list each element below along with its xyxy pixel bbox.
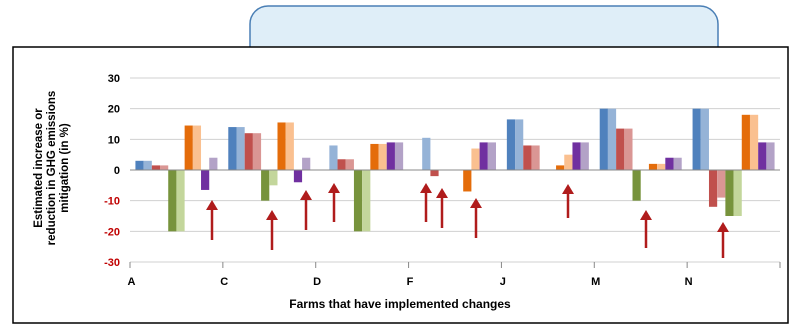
- bar: [228, 127, 237, 170]
- bar: [657, 163, 666, 170]
- bar: [749, 114, 759, 170]
- x-category-label: F: [407, 276, 414, 288]
- bar: [692, 108, 701, 170]
- x-axis-label: Farms that have implemented changes: [289, 297, 511, 311]
- bar: [599, 108, 608, 170]
- y-tick-label: -10: [104, 196, 120, 208]
- bar: [370, 143, 379, 170]
- bar: [337, 159, 346, 170]
- bar: [531, 145, 540, 170]
- bar: [673, 157, 682, 170]
- bar: [252, 133, 262, 170]
- bar: [556, 165, 565, 170]
- y-axis-label: Estimated increase orreduction in GHG em…: [33, 91, 71, 246]
- bar: [741, 114, 750, 170]
- bar: [479, 142, 488, 170]
- arrow-annotation: [436, 188, 448, 228]
- bar: [160, 165, 169, 170]
- bar: [515, 119, 524, 170]
- bar: [523, 145, 532, 170]
- arrow-annotation: [300, 190, 312, 230]
- bar: [665, 157, 674, 170]
- gridlines: [129, 77, 781, 268]
- x-category-label: D: [313, 276, 321, 288]
- chart-frame: [12, 46, 789, 324]
- x-category-label: A: [127, 276, 135, 288]
- bar: [209, 157, 218, 170]
- bar: [329, 145, 338, 170]
- bar: [624, 128, 633, 170]
- bar: [293, 170, 303, 183]
- bar: [184, 125, 193, 170]
- arrow-annotation: [717, 222, 729, 258]
- bar: [151, 165, 161, 170]
- bar: [176, 170, 185, 232]
- bar: [362, 170, 371, 232]
- bar: [632, 170, 641, 201]
- bar: [733, 170, 742, 216]
- y-tick-label: 0: [114, 165, 120, 177]
- y-tick-label: -30: [104, 257, 120, 269]
- bar: [378, 143, 387, 170]
- x-category-label: C: [220, 276, 228, 288]
- y-axis-label-line: Estimated increase or: [33, 108, 45, 228]
- arrow-annotation: [420, 183, 432, 222]
- x-category-label: M: [591, 276, 600, 288]
- bar: [471, 148, 480, 170]
- bar: [580, 142, 589, 170]
- bar: [506, 119, 516, 170]
- bar: [261, 170, 270, 201]
- bar: [345, 159, 354, 170]
- arrow-annotation: [470, 198, 482, 238]
- bar: [285, 122, 294, 170]
- x-category-label: N: [685, 276, 693, 288]
- bar: [201, 170, 210, 190]
- arrow-annotation: [562, 184, 574, 218]
- bar: [564, 154, 573, 170]
- x-category-label: J: [500, 276, 506, 288]
- bar: [487, 142, 496, 170]
- arrow-annotation: [206, 200, 218, 240]
- y-tick-label: 20: [108, 104, 120, 116]
- bar: [236, 127, 245, 170]
- y-axis-label-line: mitigation (in %): [59, 123, 71, 213]
- bar: [168, 170, 177, 232]
- arrow-annotation: [328, 183, 340, 222]
- bar: [648, 163, 658, 170]
- bar: [422, 137, 431, 170]
- bar: [463, 170, 472, 192]
- bar: [430, 170, 439, 177]
- bar: [725, 170, 734, 216]
- bar: [717, 170, 726, 198]
- bar: [700, 108, 709, 170]
- bar: [394, 142, 404, 170]
- bar: [386, 142, 395, 170]
- bar: [277, 122, 286, 170]
- bar: [244, 133, 253, 170]
- y-tick-label: 30: [108, 73, 120, 85]
- bar: [353, 170, 363, 232]
- y-tick-label: 10: [108, 134, 120, 146]
- y-tick-labels: 30 20 10 0 -10 -20 -30: [104, 73, 120, 269]
- bar: [766, 142, 775, 170]
- bar: [607, 108, 617, 170]
- bar: [269, 170, 278, 186]
- y-tick-label: -20: [104, 226, 120, 238]
- bar: [708, 170, 718, 207]
- bar: [302, 157, 311, 170]
- bar: [758, 142, 767, 170]
- annotation-arrows: [206, 183, 729, 258]
- bar: [616, 128, 625, 170]
- y-axis-label-line: reduction in GHG emissions: [46, 91, 58, 246]
- bar: [572, 142, 581, 170]
- arrow-annotation: [266, 210, 278, 250]
- bar: [192, 125, 202, 170]
- bar: [143, 160, 152, 170]
- bars: [135, 108, 775, 232]
- bar: [135, 160, 144, 170]
- arrow-annotation: [640, 210, 652, 248]
